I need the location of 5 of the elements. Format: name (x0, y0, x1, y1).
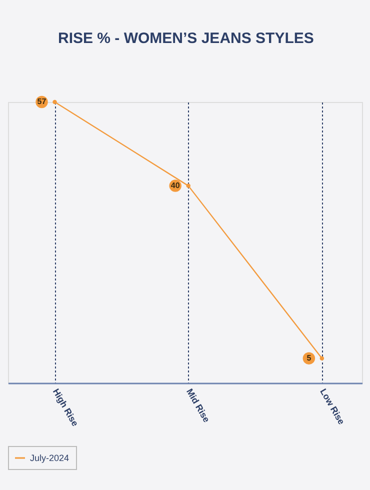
data-label: 5 (306, 353, 312, 362)
legend-label: July-2024 (30, 453, 70, 463)
data-label: 40 (170, 180, 180, 190)
data-label: 57 (37, 97, 47, 106)
chart-title: RISE % - WOMEN’S JEANS STYLES (58, 30, 314, 47)
